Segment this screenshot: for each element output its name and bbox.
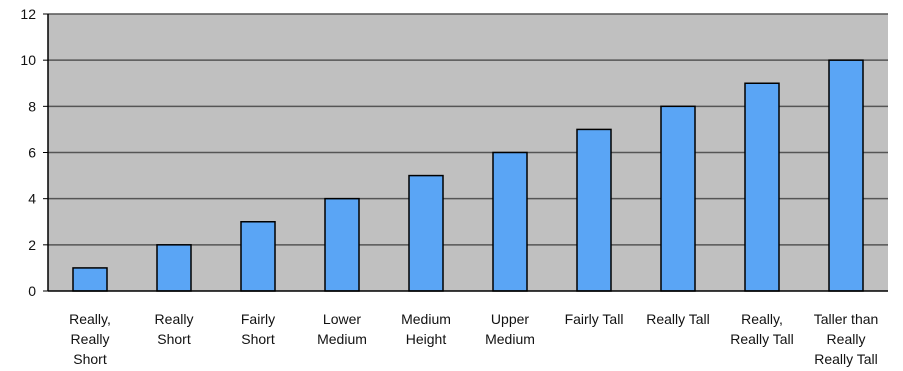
x-category-label-line: Really Tall — [646, 311, 710, 327]
x-category-label-line: Really Tall — [730, 331, 794, 347]
y-tick-label-12: 12 — [20, 6, 36, 22]
x-category-label-line: Really — [71, 331, 110, 347]
x-category-label-line: Really, — [741, 311, 783, 327]
x-category-label-6: Upper Medium — [485, 311, 535, 347]
axes — [43, 13, 888, 292]
x-category-label-2: Really Short — [155, 311, 194, 347]
bar-6 — [492, 151, 528, 292]
x-category-label-line: Medium — [317, 331, 367, 347]
x-category-label-line: Medium — [401, 311, 451, 327]
x-category-label-line: Really — [827, 331, 866, 347]
y-tick-label-6: 6 — [28, 145, 36, 161]
x-category-label-9: Really, Really Tall — [730, 311, 794, 347]
bar-5 — [408, 174, 444, 292]
x-category-label-5: Medium Height — [401, 311, 451, 347]
y-tick-label-10: 10 — [20, 52, 36, 68]
x-category-label-line: Really — [155, 311, 194, 327]
x-category-label-line: Really Tall — [814, 351, 878, 367]
x-category-label-line: Lower — [323, 311, 361, 327]
bars — [72, 59, 864, 292]
y-tick-label-4: 4 — [28, 191, 36, 207]
bar-1 — [72, 267, 108, 292]
x-category-label-line: Short — [157, 331, 191, 347]
y-tick-label-0: 0 — [28, 283, 36, 299]
x-category-label-line: Short — [241, 331, 275, 347]
y-tick-label-8: 8 — [28, 98, 36, 114]
bar-3 — [240, 221, 276, 292]
y-tick-label-2: 2 — [28, 237, 36, 253]
x-category-label-1: Really, Really Short — [69, 311, 111, 367]
y-tick-labels: 0 2 4 6 8 10 12 — [20, 6, 36, 299]
x-category-label-7: Fairly Tall — [565, 311, 624, 327]
bar-2 — [156, 244, 192, 292]
x-category-label-10: Taller than Really Really Tall — [814, 311, 879, 367]
bar-4 — [324, 197, 360, 292]
bar-9 — [744, 82, 780, 292]
x-category-label-line: Taller than — [814, 311, 879, 327]
x-category-label-line: Really, — [69, 311, 111, 327]
x-category-labels: Really, Really Short Really Short Fairly Short… — [69, 311, 878, 367]
bar-7 — [576, 128, 612, 292]
bar-10 — [828, 59, 864, 292]
x-category-label-line: Fairly — [241, 311, 275, 327]
x-category-label-line: Upper — [491, 311, 529, 327]
x-category-label-line: Short — [73, 351, 107, 367]
bar-8 — [660, 105, 696, 292]
x-category-label-line: Fairly Tall — [565, 311, 624, 327]
x-category-label-line: Height — [406, 331, 447, 347]
x-category-label-8: Really Tall — [646, 311, 710, 327]
x-category-label-line: Medium — [485, 331, 535, 347]
x-category-label-3: Fairly Short — [241, 311, 275, 347]
x-category-label-4: Lower Medium — [317, 311, 367, 347]
